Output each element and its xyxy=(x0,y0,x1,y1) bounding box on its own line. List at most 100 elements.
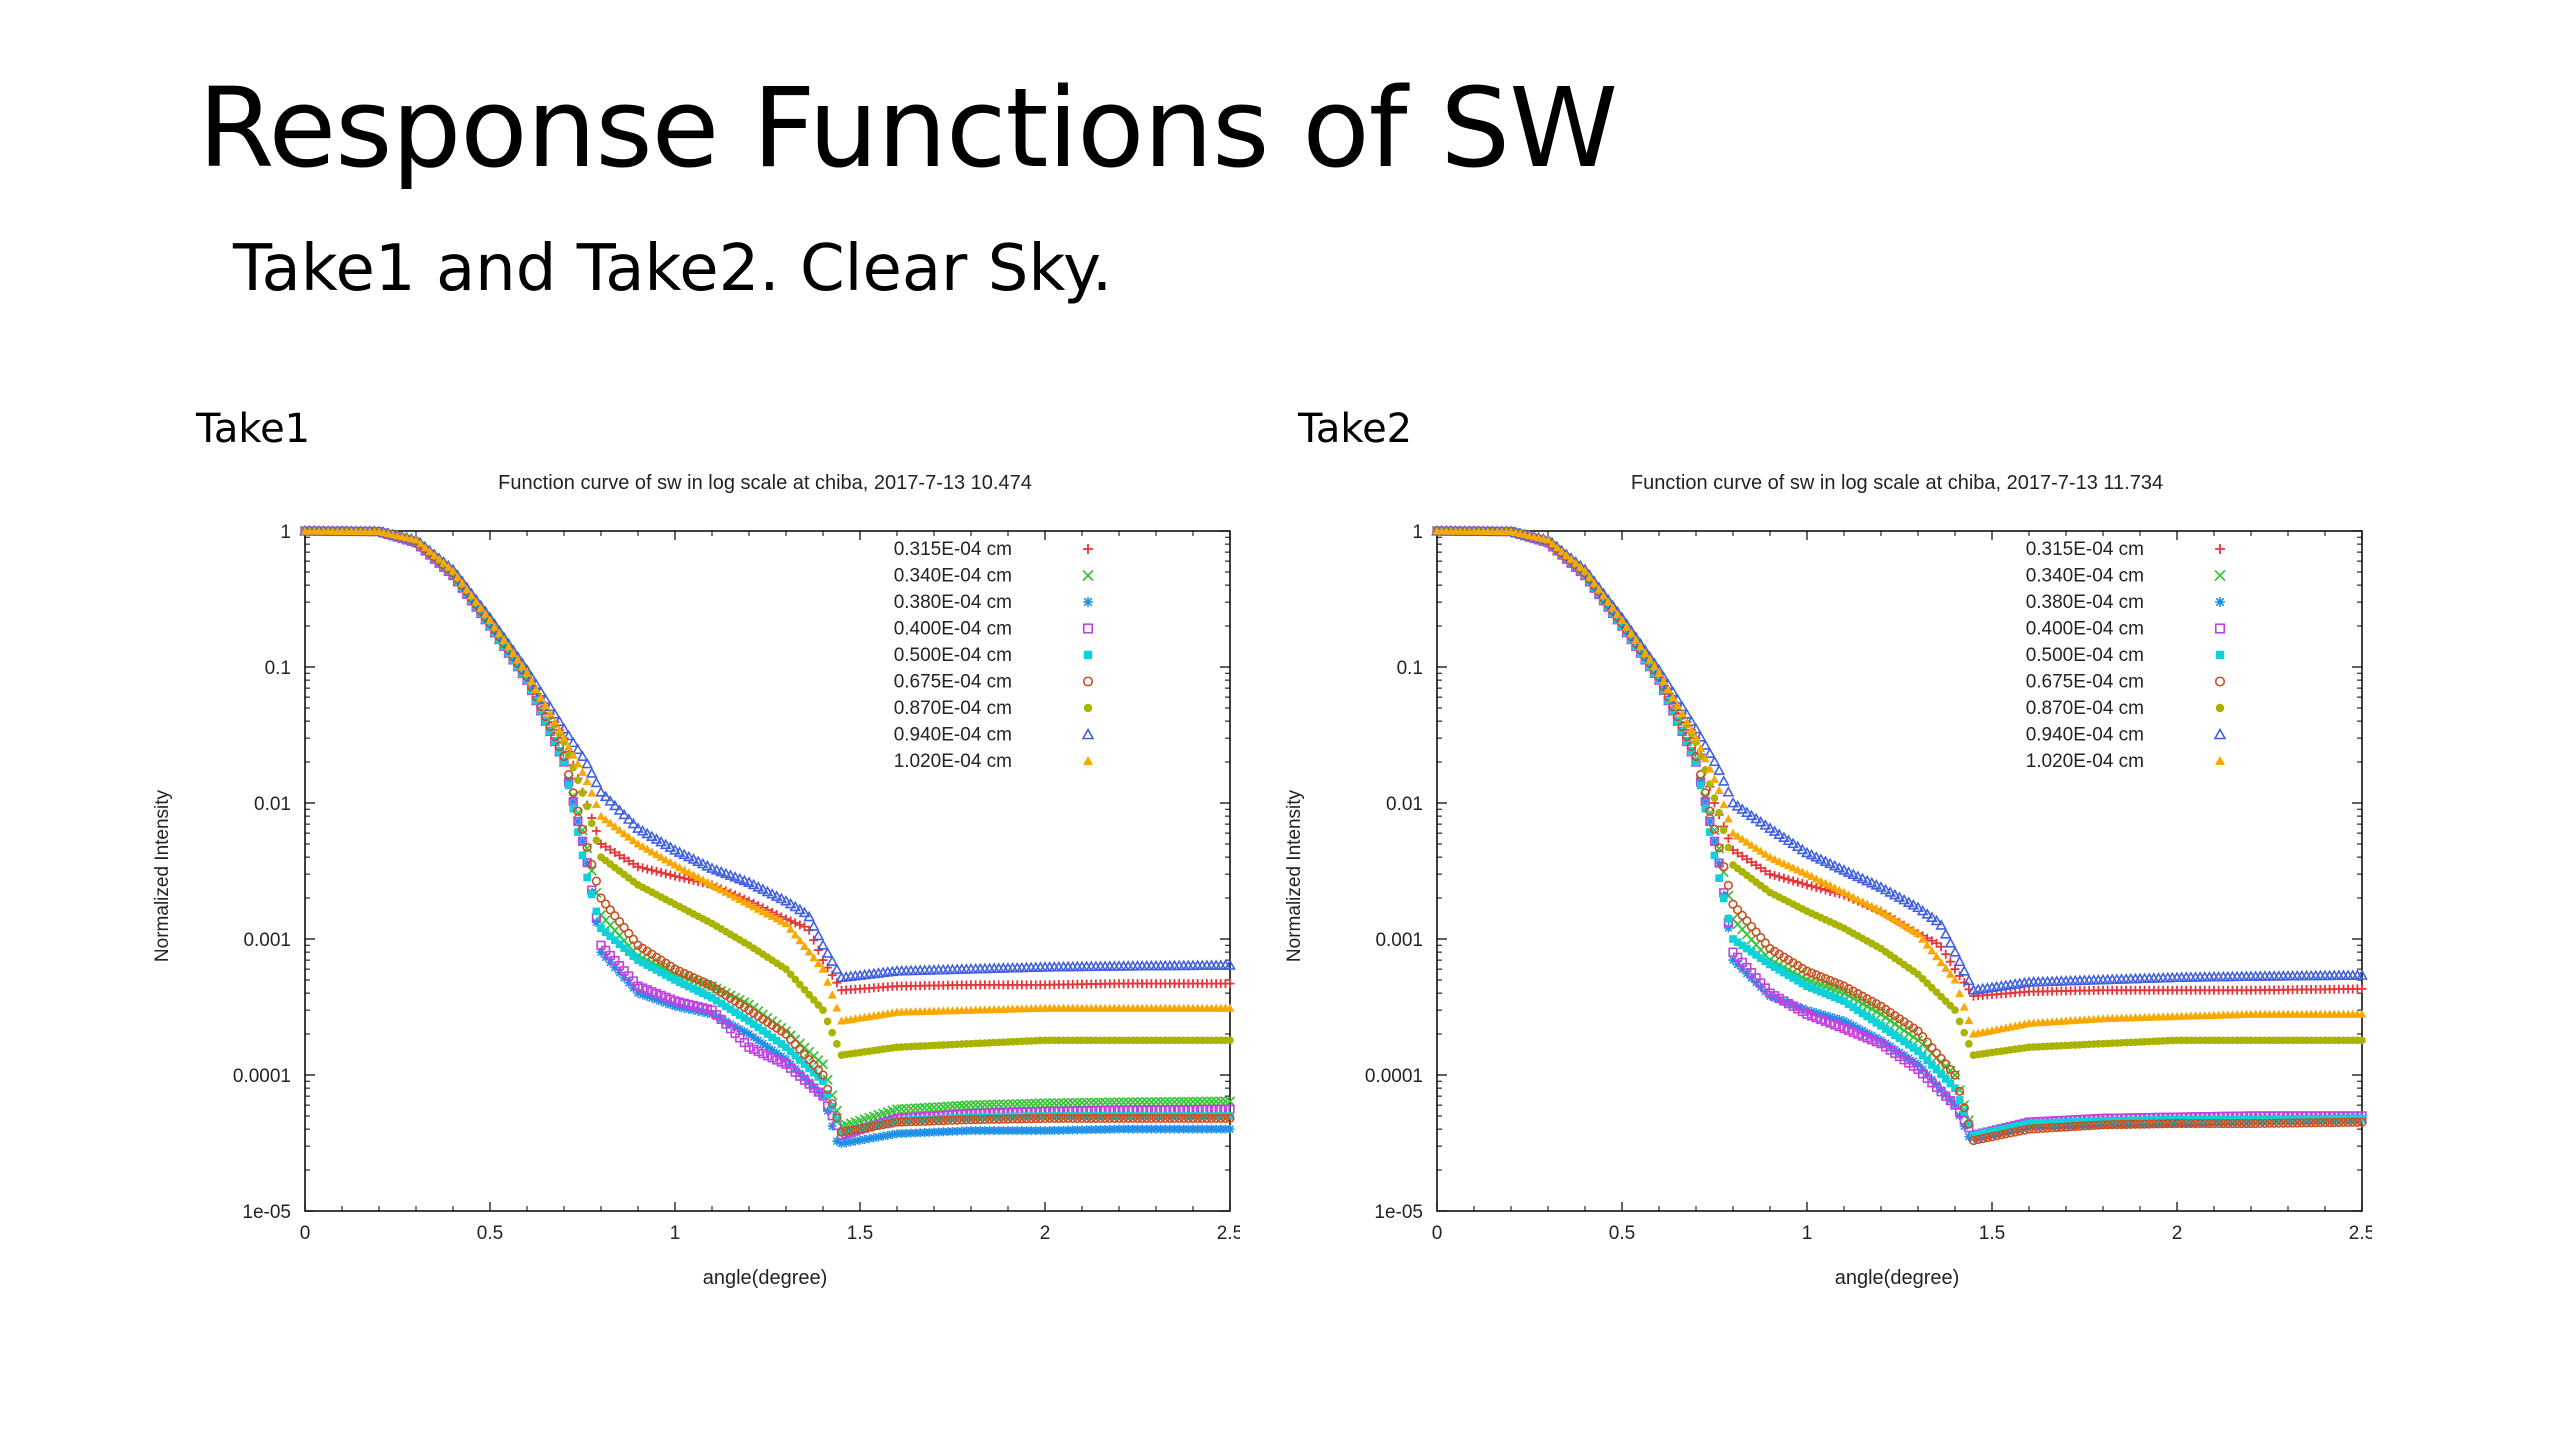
data-point xyxy=(1127,1097,1139,1108)
data-point xyxy=(1983,1128,1992,1137)
legend-marker xyxy=(1083,756,1093,765)
data-point xyxy=(1715,808,1723,817)
x-tick-label: 0.5 xyxy=(1609,1223,1635,1244)
data-point xyxy=(1166,1112,1174,1120)
data-point xyxy=(1101,1112,1109,1120)
data-point xyxy=(1807,881,1817,891)
data-point xyxy=(610,847,620,857)
data-point xyxy=(1921,908,1934,919)
data-point xyxy=(2250,1118,2261,1129)
series-markers xyxy=(300,526,1235,1025)
data-point xyxy=(1937,1070,1945,1079)
data-point xyxy=(1081,1113,1092,1123)
data-point xyxy=(1216,1124,1226,1134)
data-point xyxy=(1649,662,1659,671)
data-point xyxy=(1756,863,1766,873)
data-point xyxy=(638,842,648,851)
data-point xyxy=(786,1047,795,1056)
data-point xyxy=(782,965,790,973)
data-point xyxy=(1797,879,1807,889)
data-point xyxy=(1717,775,1730,786)
data-point xyxy=(803,910,815,922)
data-point xyxy=(1894,1022,1905,1033)
data-point xyxy=(638,958,647,967)
data-point xyxy=(860,1123,869,1132)
data-point xyxy=(1939,928,1952,939)
data-point xyxy=(1826,991,1834,1000)
data-point xyxy=(1003,1126,1013,1136)
legend-label: 0.400E-04 cm xyxy=(894,619,1012,640)
data-point xyxy=(1737,851,1747,861)
data-point xyxy=(807,920,820,931)
data-point xyxy=(670,860,680,869)
data-point xyxy=(698,989,707,998)
data-point xyxy=(766,887,778,899)
data-point xyxy=(1880,1012,1891,1023)
data-point xyxy=(1988,1127,1996,1136)
data-point xyxy=(795,920,805,930)
data-point xyxy=(1138,1112,1146,1120)
data-point xyxy=(752,881,765,892)
data-point xyxy=(2153,1119,2164,1129)
data-point xyxy=(522,668,532,677)
data-point xyxy=(581,757,593,769)
data-point xyxy=(597,924,605,933)
data-point xyxy=(1770,854,1780,863)
data-point xyxy=(1044,1113,1055,1123)
data-point xyxy=(1189,1112,1197,1120)
data-point xyxy=(1848,986,1858,996)
data-point xyxy=(1765,852,1775,861)
data-point xyxy=(596,839,606,849)
data-point xyxy=(683,850,695,862)
data-point xyxy=(1958,965,1971,976)
data-point xyxy=(786,924,796,933)
data-point xyxy=(1095,1097,1106,1108)
data-point xyxy=(911,1128,920,1138)
data-point xyxy=(1692,758,1700,766)
data-point xyxy=(1760,938,1770,948)
data-point xyxy=(979,1099,991,1110)
data-point xyxy=(1917,1032,1928,1042)
data-point xyxy=(1913,1026,1923,1036)
data-point xyxy=(1142,1113,1152,1123)
data-point xyxy=(545,709,555,718)
data-point xyxy=(805,990,813,999)
data-point xyxy=(1118,1097,1129,1108)
data-point xyxy=(901,1117,911,1127)
data-point xyxy=(1787,837,1799,849)
data-point xyxy=(1170,1124,1179,1134)
data-point xyxy=(749,902,759,911)
data-point xyxy=(1090,1097,1102,1108)
data-point xyxy=(684,970,694,981)
data-point xyxy=(1764,822,1776,833)
data-point xyxy=(1113,1097,1125,1108)
data-point xyxy=(827,1098,837,1109)
data-point xyxy=(920,1128,930,1138)
data-point xyxy=(1645,655,1655,664)
data-point xyxy=(1928,1061,1936,1069)
data-point xyxy=(1193,1124,1203,1134)
data-point xyxy=(925,1115,934,1124)
data-point xyxy=(791,975,800,984)
data-point xyxy=(675,872,685,882)
data-point xyxy=(739,1027,749,1037)
series-markers xyxy=(1432,526,2367,1001)
data-point xyxy=(1123,1124,1133,1134)
data-point xyxy=(869,1121,879,1131)
data-point xyxy=(869,1133,879,1143)
data-point xyxy=(685,982,693,991)
data-point xyxy=(1124,1112,1133,1120)
data-point xyxy=(1844,1018,1854,1028)
data-point xyxy=(2107,1120,2117,1130)
data-point xyxy=(1927,946,1937,955)
legend-label: 0.870E-04 cm xyxy=(894,698,1012,719)
data-point xyxy=(1865,876,1878,888)
data-point xyxy=(1105,1112,1114,1120)
data-point xyxy=(1936,1053,1946,1064)
data-point xyxy=(957,1126,967,1136)
data-point xyxy=(887,1118,897,1128)
data-point xyxy=(1881,1025,1890,1033)
data-point xyxy=(1798,979,1807,988)
data-point xyxy=(1091,1125,1101,1135)
data-point xyxy=(1160,1124,1170,1134)
